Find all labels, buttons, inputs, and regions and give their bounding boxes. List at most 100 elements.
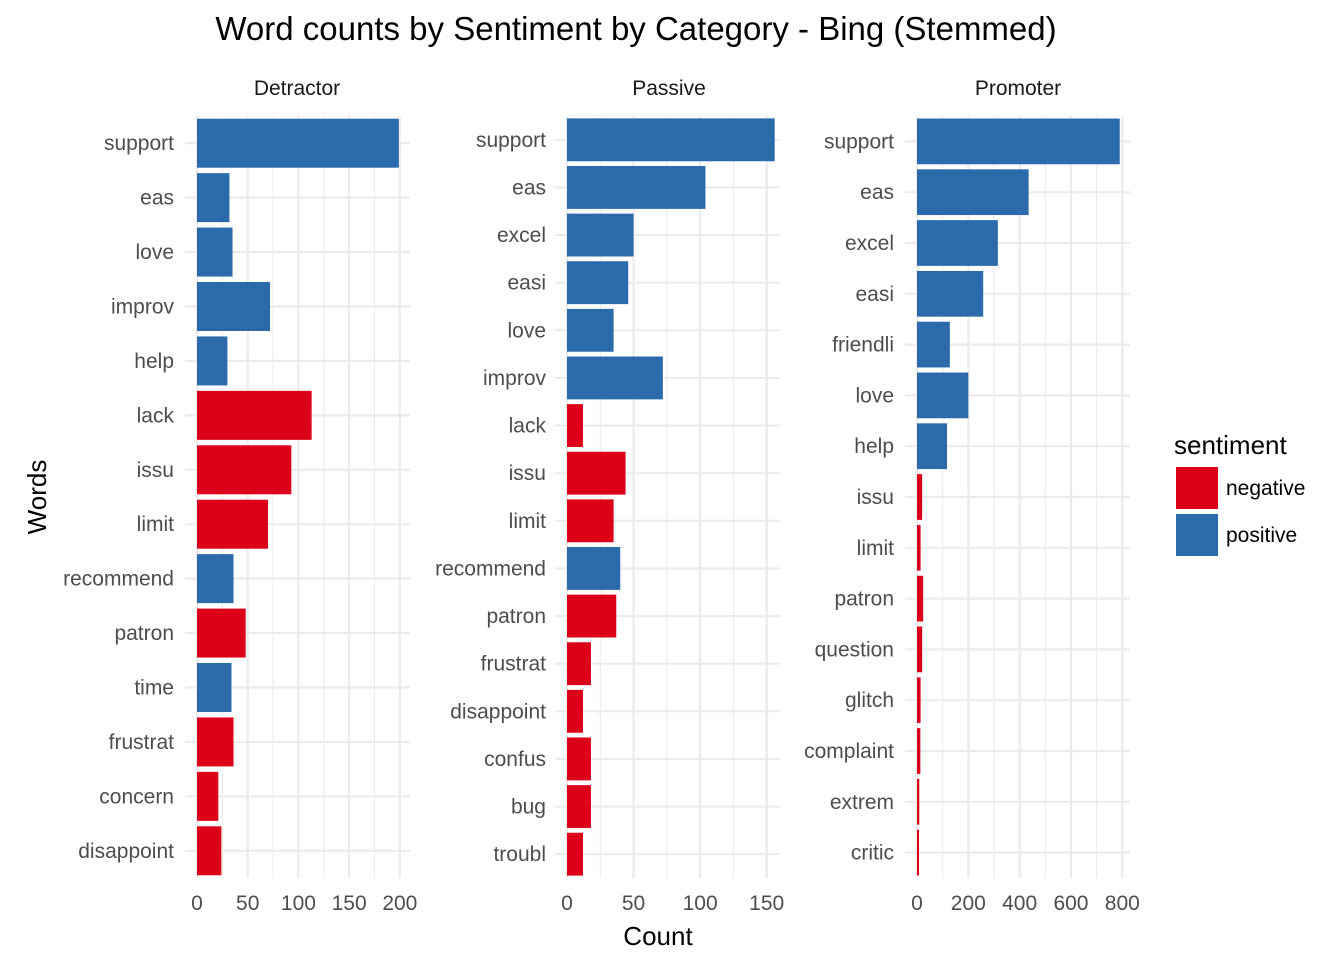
bar-complaint <box>917 728 921 774</box>
category-label: lack <box>509 415 547 438</box>
bar-bug <box>567 785 591 828</box>
x-tick-label: 600 <box>1053 892 1088 915</box>
facet-label: Passive <box>632 77 706 100</box>
category-label: help <box>854 435 894 458</box>
category-label: support <box>476 129 546 152</box>
x-tick-label: 200 <box>951 892 986 915</box>
bar-improv <box>567 356 663 400</box>
facet-label: Promoter <box>975 77 1061 100</box>
bar-frustrat <box>567 642 591 686</box>
category-label: eas <box>512 176 546 199</box>
category-label: glitch <box>845 689 894 712</box>
category-label: improv <box>111 296 175 319</box>
category-label: issu <box>857 486 894 509</box>
bar-excel <box>917 220 998 266</box>
category-label: excel <box>845 232 894 255</box>
category-label: support <box>824 130 894 153</box>
bar-love <box>197 227 233 277</box>
x-tick-label: 400 <box>1002 892 1037 915</box>
category-label: friendli <box>832 334 894 357</box>
category-label: question <box>815 638 894 661</box>
panel-detractor: Detractor support eas love improv help lack iss… <box>63 77 417 915</box>
bar-troubl <box>567 832 583 876</box>
legend-key-positive <box>1176 514 1218 556</box>
facet-panels: Detractor support eas love improv help lack iss… <box>63 77 1140 915</box>
category-label: recommend <box>63 568 174 591</box>
bar-love <box>917 372 969 419</box>
legend-title: sentiment <box>1174 430 1287 460</box>
bar-issu <box>567 451 626 495</box>
panel-promoter: Promoter support eas excel easi friendli love h… <box>804 77 1140 915</box>
legend-label-positive: positive <box>1226 524 1297 547</box>
bar-patron <box>917 575 924 622</box>
category-label: improv <box>483 367 547 390</box>
category-label: time <box>134 677 174 700</box>
bar-recommend <box>197 554 234 604</box>
bar-recommend <box>567 547 621 590</box>
bar-issu <box>197 445 292 495</box>
x-tick-label: 150 <box>332 892 367 915</box>
x-tick-label: 100 <box>281 892 316 915</box>
category-label: patron <box>834 588 894 611</box>
bar-frustrat <box>197 717 234 767</box>
bar-glitch <box>917 677 921 724</box>
x-tick-label: 0 <box>191 892 203 915</box>
category-label: love <box>135 241 174 264</box>
bar-extrem <box>917 778 920 825</box>
legend-label-negative: negative <box>1226 477 1305 500</box>
category-label: lack <box>137 404 175 427</box>
category-label: support <box>104 132 174 155</box>
category-label: issu <box>509 462 546 485</box>
bar-disappoint <box>197 826 222 876</box>
x-tick-label: 100 <box>683 892 718 915</box>
bar-help <box>197 336 228 386</box>
bar-friendli <box>917 321 950 368</box>
bar-limit <box>567 499 614 543</box>
bar-disappoint <box>567 689 583 733</box>
bar-concern <box>197 771 219 821</box>
bar-critic <box>917 829 920 876</box>
bar-support <box>197 118 399 168</box>
category-label: disappoint <box>78 840 174 863</box>
category-label: troubl <box>493 843 546 866</box>
x-tick-label: 0 <box>911 892 923 915</box>
category-label: love <box>855 384 894 407</box>
bar-confus <box>567 737 591 781</box>
category-label: extrem <box>830 791 894 814</box>
x-tick-label: 150 <box>749 892 784 915</box>
bar-support <box>567 118 775 162</box>
bar-issu <box>917 474 923 520</box>
category-label: excel <box>497 224 546 247</box>
category-label: concern <box>99 785 174 808</box>
bar-help <box>917 423 948 470</box>
category-label: disappoint <box>450 700 546 723</box>
bar-patron <box>567 594 617 638</box>
bar-question <box>917 626 923 673</box>
bar-love <box>567 308 614 352</box>
legend-key-negative <box>1176 467 1218 509</box>
facet-label: Detractor <box>254 77 340 100</box>
x-axis-title: Count <box>623 921 693 951</box>
category-label: limit <box>137 513 174 536</box>
bar-patron <box>197 608 246 658</box>
bar-time <box>197 663 232 712</box>
bar-eas <box>197 173 230 223</box>
bar-improv <box>197 282 271 331</box>
legend: sentiment negative positive <box>1174 430 1305 556</box>
category-label: critic <box>851 842 894 865</box>
x-tick-label: 800 <box>1105 892 1140 915</box>
bar-support <box>917 118 1120 165</box>
category-label: eas <box>860 181 894 204</box>
chart-title: Word counts by Sentiment by Category - B… <box>215 10 1056 47</box>
category-label: limit <box>509 510 546 533</box>
category-label: bug <box>511 796 546 819</box>
category-label: eas <box>140 187 174 210</box>
category-label: issu <box>137 459 174 482</box>
category-label: frustrat <box>109 731 175 754</box>
bar-lack <box>567 404 583 447</box>
category-label: recommend <box>435 557 546 580</box>
category-label: limit <box>857 537 894 560</box>
category-label: help <box>134 350 174 373</box>
bar-excel <box>567 213 634 257</box>
